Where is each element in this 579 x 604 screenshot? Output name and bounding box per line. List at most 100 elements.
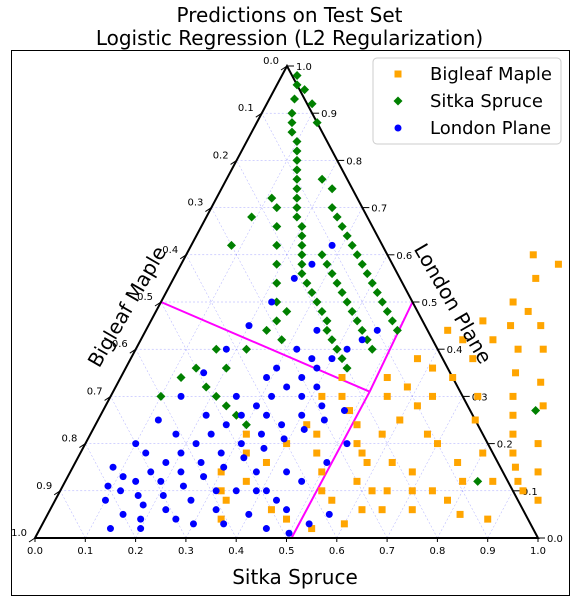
tick-label-bottom: 0.2 <box>128 546 144 557</box>
point-sitka-spruce <box>322 259 332 269</box>
tick-mark-left <box>280 65 288 71</box>
point-sitka-spruce <box>322 316 332 326</box>
point-bigleaf-maple <box>338 392 346 400</box>
point-london-plane <box>245 322 253 330</box>
point-london-plane <box>212 506 220 514</box>
point-bigleaf-maple <box>283 440 291 448</box>
point-sitka-spruce <box>287 118 297 128</box>
point-london-plane <box>162 506 170 514</box>
point-sitka-spruce <box>317 306 327 316</box>
point-london-plane <box>197 458 205 466</box>
point-london-plane <box>200 473 208 481</box>
point-bigleaf-maple <box>308 525 316 533</box>
tick-label-right: 0.7 <box>371 204 387 215</box>
point-london-plane <box>305 520 313 528</box>
point-london-plane <box>245 510 253 518</box>
point-bigleaf-maple <box>534 468 542 476</box>
tick-label-left: 0.2 <box>213 150 229 161</box>
point-bigleaf-maple <box>539 402 547 410</box>
point-sitka-spruce <box>327 269 337 279</box>
point-sitka-spruce <box>267 193 277 203</box>
point-sitka-spruce <box>352 250 362 260</box>
point-sitka-spruce <box>357 325 367 335</box>
point-sitka-spruce <box>332 278 342 288</box>
grid-line-sitka <box>85 113 313 539</box>
point-sitka-spruce <box>307 99 317 109</box>
tick-label-right: 1.0 <box>296 62 312 73</box>
point-bigleaf-maple <box>353 440 361 448</box>
point-sitka-spruce <box>327 203 337 213</box>
point-bigleaf-maple <box>313 430 321 438</box>
point-london-plane <box>117 487 125 495</box>
point-london-plane <box>147 468 155 476</box>
point-london-plane <box>252 487 260 495</box>
point-bigleaf-maple <box>469 355 477 363</box>
grid-line-sitka <box>437 443 489 539</box>
point-london-plane <box>358 336 366 344</box>
point-london-plane <box>328 355 336 363</box>
point-london-plane <box>260 444 268 452</box>
point-london-plane <box>298 374 306 382</box>
point-bigleaf-maple <box>484 515 492 523</box>
point-london-plane <box>177 468 185 476</box>
point-london-plane <box>207 430 215 438</box>
legend-label-bigleaf-maple: Bigleaf Maple <box>430 64 552 85</box>
tick-label-left: 0.1 <box>238 103 254 114</box>
point-bigleaf-maple <box>358 449 366 457</box>
point-london-plane <box>308 260 316 268</box>
point-london-plane <box>137 515 145 523</box>
point-london-plane <box>240 454 248 462</box>
point-sitka-spruce <box>292 80 302 90</box>
tick-label-bottom: 0.4 <box>228 546 244 557</box>
point-london-plane <box>157 477 165 485</box>
data-points <box>101 70 562 537</box>
tick-label-left: 0.4 <box>162 245 178 256</box>
point-bigleaf-maple <box>507 322 515 330</box>
point-sitka-spruce <box>337 354 347 364</box>
point-bigleaf-maple <box>471 416 479 424</box>
point-bigleaf-maple <box>262 458 270 466</box>
point-sitka-spruce <box>297 259 307 269</box>
point-bigleaf-maple <box>413 355 421 363</box>
point-sitka-spruce <box>347 306 357 316</box>
point-bigleaf-maple <box>534 440 542 448</box>
boundary-line <box>160 301 371 393</box>
tick-mark-left <box>255 112 263 118</box>
point-sitka-spruce <box>292 146 302 156</box>
point-sitka-spruce <box>241 420 251 430</box>
point-london-plane <box>220 463 228 471</box>
point-sitka-spruce <box>357 259 367 269</box>
grid-line-maple <box>59 490 86 539</box>
point-sitka-spruce <box>287 127 297 137</box>
tick-mark-left <box>154 301 162 307</box>
point-london-plane <box>237 411 245 419</box>
point-london-plane <box>268 298 276 306</box>
point-bigleaf-maple <box>267 506 275 514</box>
tick-label-right: 0.8 <box>346 156 362 167</box>
grid-lines <box>59 112 514 539</box>
point-london-plane <box>220 520 228 528</box>
point-sitka-spruce <box>156 391 166 401</box>
point-london-plane <box>313 383 321 391</box>
point-bigleaf-maple <box>474 392 482 400</box>
point-london-plane <box>132 477 140 485</box>
point-bigleaf-maple <box>318 392 326 400</box>
point-sitka-spruce <box>211 344 221 354</box>
point-london-plane <box>132 440 140 448</box>
tick-label-left: 0.5 <box>137 292 153 303</box>
point-london-plane <box>262 487 270 495</box>
legend-label-sitka-spruce: Sitka Spruce <box>430 91 543 112</box>
point-bigleaf-maple <box>456 510 464 518</box>
point-bigleaf-maple <box>388 458 396 466</box>
point-london-plane <box>262 525 270 533</box>
grid-line-sitka <box>487 490 514 539</box>
point-london-plane <box>134 492 142 500</box>
tick-label-bottom: 1.0 <box>530 546 546 557</box>
point-bigleaf-maple <box>383 487 391 495</box>
point-bigleaf-maple <box>429 364 437 372</box>
point-london-plane <box>137 525 145 533</box>
tick-mark-left <box>79 443 86 449</box>
point-sitka-spruce <box>292 193 302 203</box>
point-bigleaf-maple <box>378 430 386 438</box>
point-bigleaf-maple <box>413 402 421 410</box>
